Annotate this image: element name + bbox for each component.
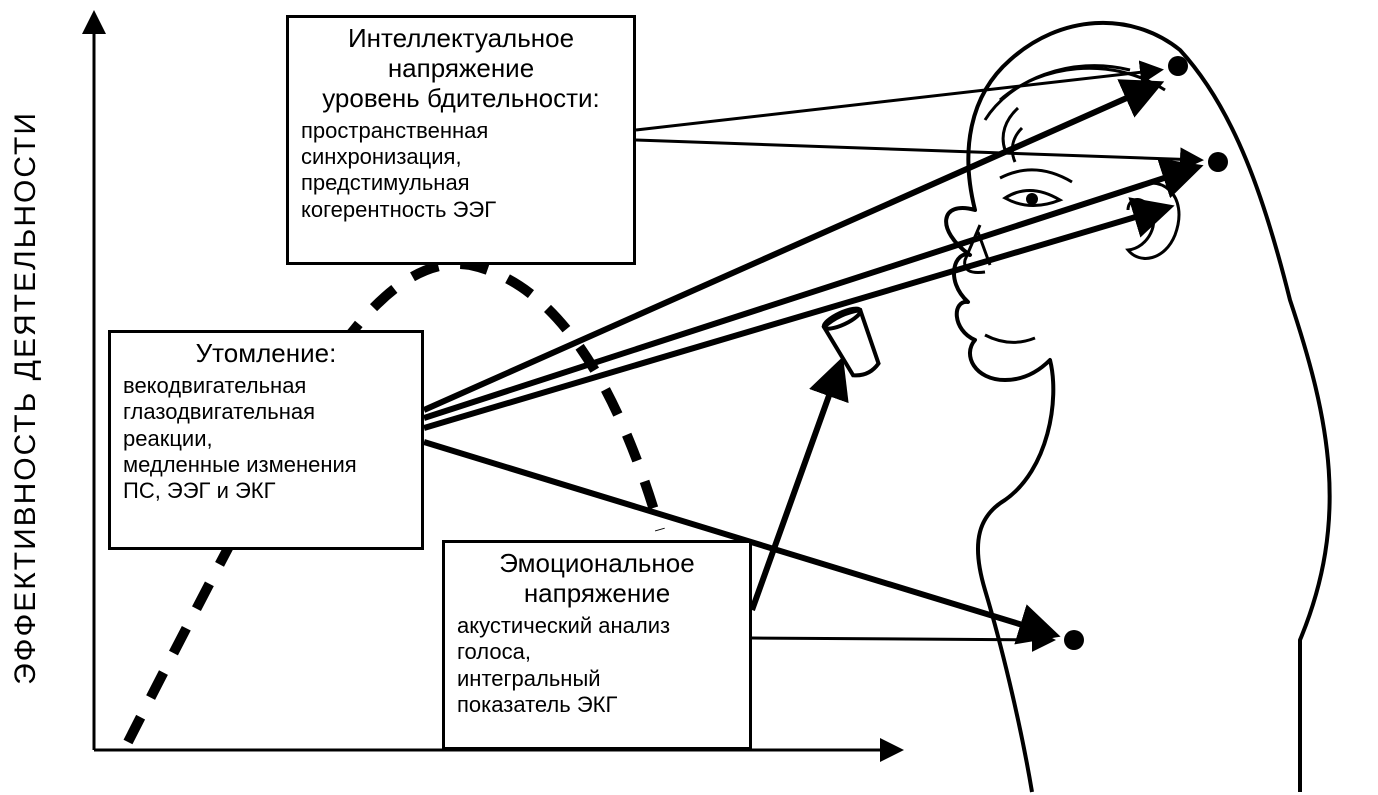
microphone-icon xyxy=(822,305,886,382)
electrode-dot xyxy=(1168,56,1188,76)
box-top-body: пространственнаясинхронизация,предстимул… xyxy=(301,118,621,224)
electrode-dot xyxy=(1208,152,1228,172)
head-outline xyxy=(946,23,1330,792)
box-bot-title: Эмоциональноенапряжение xyxy=(457,549,737,609)
arrow xyxy=(752,365,840,610)
box-emotional-tension: Эмоциональноенапряжение акустический ана… xyxy=(442,540,752,750)
box-mid-body: векодвигательнаяглазодвигательнаяреакции… xyxy=(123,373,409,505)
box-bot-body: акустический анализголоса,интегральныйпо… xyxy=(457,613,737,719)
arrow xyxy=(752,638,1052,640)
arrow xyxy=(636,70,1160,130)
diagram-stage: ЭФФЕКТИВНОСТЬ ДЕЯТЕЛЬНОСТИ xyxy=(0,0,1378,795)
electrode-dot xyxy=(1064,630,1084,650)
nose xyxy=(965,225,990,273)
box-fatigue: Утомление: векодвигательнаяглазодвигател… xyxy=(108,330,424,550)
hair xyxy=(985,66,1165,162)
eye xyxy=(1005,190,1060,205)
y-axis-label: ЭФФЕКТИВНОСТЬ ДЕЯТЕЛЬНОСТИ xyxy=(6,50,46,745)
pupil xyxy=(1026,193,1038,205)
ear xyxy=(1128,183,1179,258)
electrode-dots xyxy=(1064,56,1228,650)
y-axis-text: ЭФФЕКТИВНОСТЬ ДЕЯТЕЛЬНОСТИ xyxy=(9,111,43,685)
box-intellectual-tension: Интеллектуальноенапряжениеуровень бдител… xyxy=(286,15,636,265)
arrow xyxy=(636,140,1200,160)
mouth xyxy=(985,335,1035,342)
eyebrow xyxy=(1000,170,1072,182)
box-top-title: Интеллектуальноенапряжениеуровень бдител… xyxy=(301,24,621,114)
box-mid-title: Утомление: xyxy=(123,339,409,369)
